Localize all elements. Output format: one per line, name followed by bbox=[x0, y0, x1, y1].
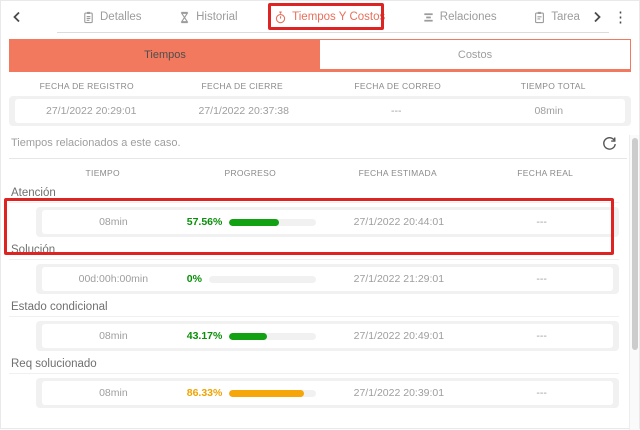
column-header: FECHA ESTIMADA bbox=[358, 167, 437, 178]
fecha-real-value: --- bbox=[536, 216, 547, 228]
tiempo-value: 08min bbox=[99, 387, 128, 399]
summary-table-headers: FECHA DE REGISTRO FECHA DE CIERRE FECHA … bbox=[9, 76, 631, 96]
column-header: FECHA DE CORREO bbox=[354, 81, 442, 91]
progress-bar-fill bbox=[229, 332, 267, 340]
section-row-band: 00d:00h:00min 0% 27/1/2022 21:29:01 --- bbox=[36, 264, 619, 294]
time-section-estado-condicional: Estado condicional 08min 43.17% 27/1/202… bbox=[9, 294, 619, 351]
related-times-title: Tiempos relacionados a este caso. bbox=[11, 137, 181, 149]
scroll-tabs-right-button[interactable] bbox=[590, 10, 605, 24]
column-header: TIEMPO bbox=[85, 167, 120, 178]
column-header: TIEMPO TOTAL bbox=[520, 81, 586, 91]
section-title: Atención bbox=[9, 180, 619, 203]
tab-label: Tarea bbox=[551, 11, 580, 23]
fecha-cierre-value: 27/1/2022 20:37:38 bbox=[198, 105, 289, 117]
progress-cell: 86.33% bbox=[185, 387, 328, 399]
progress-bar-fill bbox=[229, 218, 279, 226]
table-row[interactable]: 08min 43.17% 27/1/2022 20:49:01 --- bbox=[42, 324, 613, 348]
times-table-headers: TIEMPO PROGRESO FECHA ESTIMADA FECHA REA… bbox=[29, 165, 619, 180]
tiempo-value: 08min bbox=[99, 216, 128, 228]
fecha-real-value: --- bbox=[536, 330, 547, 342]
tiempo-value: 00d:00h:00min bbox=[78, 273, 149, 285]
progress-cell: 43.17% bbox=[185, 330, 328, 342]
column-header: FECHA DE REGISTRO bbox=[39, 81, 134, 91]
tab-strip: Detalles Historial Tiempos Y Costos Rela… bbox=[24, 11, 590, 24]
section-title: Estado condicional bbox=[9, 294, 619, 317]
progress-bar bbox=[229, 389, 316, 397]
sub-tab-bar: Tiempos Costos bbox=[9, 39, 631, 72]
summary-table: FECHA DE REGISTRO FECHA DE CIERRE FECHA … bbox=[9, 76, 631, 126]
chevron-right-icon bbox=[594, 11, 601, 23]
scrollbar-thumb[interactable] bbox=[632, 138, 638, 350]
fecha-estimada-value: 27/1/2022 21:29:01 bbox=[353, 273, 445, 285]
time-section-req-solucionado: Req solucionado 08min 86.33% 27/1/2022 2… bbox=[9, 351, 619, 408]
column-header: PROGRESO bbox=[224, 167, 277, 178]
refresh-button[interactable] bbox=[602, 136, 617, 151]
scroll-tabs-left-button[interactable] bbox=[9, 10, 24, 24]
tab-detalles[interactable]: Detalles bbox=[82, 11, 142, 24]
more-options-menu-icon[interactable]: ⋮ bbox=[613, 8, 628, 26]
related-times-header: Tiempos relacionados a este caso. bbox=[9, 126, 631, 158]
fecha-estimada-value: 27/1/2022 20:39:01 bbox=[353, 387, 445, 399]
progress-percentage: 43.17% bbox=[186, 330, 223, 342]
vertical-scrollbar[interactable] bbox=[629, 135, 639, 430]
column-header: FECHA DE CIERRE bbox=[201, 81, 283, 91]
fecha-estimada-value: 27/1/2022 20:49:01 bbox=[353, 330, 445, 342]
time-section-atencion: Atención 08min 57.56% 27/1/2022 20:44:01… bbox=[9, 180, 619, 237]
progress-cell: 57.56% bbox=[185, 216, 328, 228]
refresh-icon bbox=[603, 136, 616, 150]
table-row[interactable]: 08min 86.33% 27/1/2022 20:39:01 --- bbox=[42, 381, 613, 405]
table-row[interactable]: 00d:00h:00min 0% 27/1/2022 21:29:01 --- bbox=[42, 267, 613, 291]
progress-cell: 0% bbox=[185, 273, 328, 285]
subtab-tiempos[interactable]: Tiempos bbox=[10, 40, 320, 69]
fecha-registro-value: 27/1/2022 20:29:01 bbox=[45, 105, 137, 117]
hourglass-icon bbox=[180, 11, 189, 23]
progress-bar-fill bbox=[229, 389, 304, 397]
tab-relaciones[interactable]: Relaciones bbox=[422, 11, 497, 24]
main-tab-bar: Detalles Historial Tiempos Y Costos Rela… bbox=[1, 1, 639, 33]
progress-bar bbox=[208, 275, 316, 283]
section-title: Req solucionado bbox=[9, 351, 619, 374]
fecha-estimada-value: 27/1/2022 20:44:01 bbox=[353, 216, 445, 228]
tab-label: Relaciones bbox=[439, 11, 497, 23]
fecha-real-value: --- bbox=[536, 387, 547, 399]
tab-tiempos-y-costos[interactable]: Tiempos Y Costos bbox=[274, 11, 385, 24]
fecha-real-value: --- bbox=[536, 273, 547, 285]
clipboard-icon bbox=[84, 11, 93, 23]
progress-percentage: 86.33% bbox=[186, 387, 223, 399]
section-divider bbox=[9, 158, 627, 159]
summary-row-band: 27/1/2022 20:29:01 27/1/2022 20:37:38 --… bbox=[9, 96, 631, 126]
chevron-left-icon bbox=[13, 11, 20, 23]
table-row[interactable]: 08min 57.56% 27/1/2022 20:44:01 --- bbox=[42, 210, 613, 234]
tab-label: Tiempos Y Costos bbox=[292, 11, 386, 23]
fecha-correo-value: --- bbox=[391, 105, 402, 117]
task-clipboard-icon bbox=[535, 11, 545, 23]
progress-percentage: 0% bbox=[186, 273, 202, 285]
tab-label: Detalles bbox=[100, 11, 142, 23]
tab-bar-divider bbox=[57, 32, 609, 33]
tab-historial[interactable]: Historial bbox=[178, 11, 238, 24]
table-row[interactable]: 27/1/2022 20:29:01 27/1/2022 20:37:38 --… bbox=[15, 99, 625, 123]
progress-bar bbox=[229, 218, 316, 226]
hierarchy-icon bbox=[424, 12, 433, 22]
progress-percentage: 57.56% bbox=[186, 216, 223, 228]
stopwatch-icon bbox=[275, 11, 286, 23]
tiempo-total-value: 08min bbox=[534, 105, 564, 117]
section-row-band: 08min 43.17% 27/1/2022 20:49:01 --- bbox=[36, 321, 619, 351]
time-section-solucion: Solución 00d:00h:00min 0% 27/1/2022 21:2… bbox=[9, 237, 619, 294]
section-title: Solución bbox=[9, 237, 619, 260]
tab-tarea[interactable]: Tarea bbox=[533, 11, 580, 24]
progress-bar bbox=[229, 332, 316, 340]
column-header: FECHA REAL bbox=[517, 167, 574, 178]
section-row-band: 08min 86.33% 27/1/2022 20:39:01 --- bbox=[36, 378, 619, 408]
tab-label: Historial bbox=[196, 11, 238, 23]
subtab-costos[interactable]: Costos bbox=[320, 40, 630, 69]
section-row-band: 08min 57.56% 27/1/2022 20:44:01 --- bbox=[36, 207, 619, 237]
tiempo-value: 08min bbox=[99, 330, 128, 342]
